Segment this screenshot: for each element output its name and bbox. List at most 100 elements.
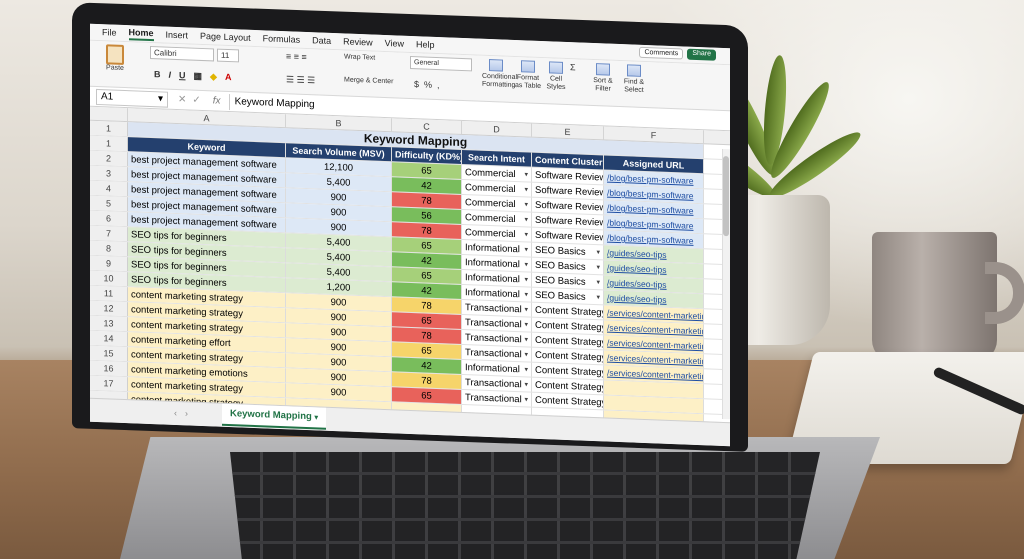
url-link[interactable]: /guides/seo-tips <box>607 247 667 260</box>
column-header-c[interactable]: C <box>392 118 462 134</box>
cluster-cell[interactable]: Content Strategy <box>532 347 604 365</box>
row-number[interactable]: 3 <box>90 165 128 182</box>
share-button[interactable]: Share <box>687 48 716 61</box>
fill-color-icon[interactable]: ◆ <box>210 71 217 82</box>
url-link[interactable]: /blog/best-pm-software <box>607 172 694 186</box>
cluster-cell[interactable]: Software Reviews <box>532 197 604 215</box>
column-header-e[interactable]: E <box>532 123 604 140</box>
cluster-cell[interactable]: SEO Basics <box>532 242 604 260</box>
row-number[interactable]: 15 <box>90 345 128 362</box>
cluster-cell[interactable]: SEO Basics <box>532 257 604 275</box>
font-name-select[interactable]: Calibri <box>150 46 214 62</box>
row-number[interactable]: 17 <box>90 375 128 392</box>
merge-center-button[interactable]: Merge & Center <box>344 76 394 86</box>
table-header-cell[interactable]: Search Intent <box>462 149 532 167</box>
sheet-tab-keyword-mapping[interactable]: Keyword Mapping ▾ <box>222 403 326 430</box>
comments-button[interactable]: Comments <box>639 46 684 60</box>
row-number[interactable]: 4 <box>90 180 128 197</box>
intent-cell[interactable]: Transactional <box>462 389 532 407</box>
url-link[interactable]: /services/content-marketing <box>607 337 704 352</box>
font-size-select[interactable]: 11 <box>217 48 239 63</box>
row-number[interactable]: 6 <box>90 210 128 227</box>
url-link[interactable]: /guides/seo-tips <box>607 277 667 290</box>
difficulty-cell[interactable]: 65 <box>392 312 462 329</box>
table-header-cell[interactable]: Content Cluster <box>532 152 604 170</box>
row-number[interactable]: 10 <box>90 270 128 287</box>
cluster-cell[interactable]: Content Strategy <box>532 302 604 320</box>
menu-item-file[interactable]: File <box>102 27 117 38</box>
difficulty-cell[interactable]: 42 <box>392 282 462 299</box>
intent-cell[interactable]: Informational <box>462 359 532 377</box>
menu-item-data[interactable]: Data <box>312 35 332 46</box>
align-left-icon[interactable]: ☰ ☰ ☰ <box>286 74 316 86</box>
paste-button[interactable]: Paste <box>100 44 130 72</box>
intent-cell[interactable]: Commercial <box>462 209 532 227</box>
difficulty-cell[interactable]: 78 <box>392 192 462 209</box>
menu-item-page-layout[interactable]: Page Layout <box>200 30 251 43</box>
intent-cell[interactable]: Transactional <box>462 314 532 332</box>
intent-cell[interactable]: Informational <box>462 254 532 272</box>
url-link[interactable]: /blog/best-pm-software <box>607 217 694 231</box>
comma-button[interactable]: , <box>437 80 440 91</box>
percent-button[interactable]: % <box>424 79 433 90</box>
row-number[interactable]: 1 <box>90 120 128 137</box>
cluster-cell[interactable]: Content Strategy <box>532 362 604 380</box>
bold-button[interactable]: B <box>154 69 161 80</box>
difficulty-cell[interactable]: 65 <box>392 237 462 254</box>
intent-cell[interactable]: Commercial <box>462 224 532 242</box>
url-link[interactable]: /services/content-marketing <box>607 367 704 382</box>
difficulty-cell[interactable]: 42 <box>392 177 462 194</box>
url-link[interactable]: /guides/seo-tips <box>607 292 667 305</box>
difficulty-cell[interactable]: 65 <box>392 342 462 359</box>
font-color-icon[interactable]: A <box>224 71 232 83</box>
cluster-cell[interactable]: Content Strategy <box>532 392 604 410</box>
menu-item-insert[interactable]: Insert <box>165 29 189 41</box>
formula-input[interactable]: Keyword Mapping <box>228 93 315 113</box>
difficulty-cell[interactable]: 42 <box>392 252 462 269</box>
difficulty-cell[interactable]: 78 <box>392 327 462 344</box>
scrollbar-thumb[interactable] <box>723 156 729 237</box>
intent-cell[interactable]: Informational <box>462 239 532 257</box>
column-header-d[interactable]: D <box>462 120 532 137</box>
row-number[interactable]: 12 <box>90 300 128 317</box>
menu-item-home[interactable]: Home <box>128 26 154 41</box>
intent-cell[interactable]: Informational <box>462 284 532 302</box>
difficulty-cell[interactable]: 65 <box>392 162 462 179</box>
cluster-cell[interactable]: Software Reviews <box>532 167 604 185</box>
chevron-right-icon[interactable]: › <box>185 408 188 419</box>
difficulty-cell[interactable]: 65 <box>392 267 462 284</box>
chevron-left-icon[interactable]: ‹ <box>174 407 177 419</box>
number-format-select[interactable]: General <box>410 56 472 72</box>
difficulty-cell[interactable]: 78 <box>392 372 462 389</box>
table-header-cell[interactable]: Difficulty (KD%) <box>392 147 462 164</box>
conditional-formatting-button[interactable]: Conditional Formatting <box>482 59 517 90</box>
menu-item-review[interactable]: Review <box>343 36 373 48</box>
cluster-cell[interactable]: SEO Basics <box>532 272 604 290</box>
menu-item-formulas[interactable]: Formulas <box>262 33 301 45</box>
format-as-table-button[interactable]: Format as Table <box>515 60 541 91</box>
row-number[interactable]: 9 <box>90 255 128 272</box>
intent-cell[interactable]: Commercial <box>462 164 532 182</box>
cluster-cell[interactable]: Content Strategy <box>532 332 604 350</box>
difficulty-cell[interactable]: 78 <box>392 297 462 314</box>
intent-cell[interactable]: Informational <box>462 269 532 287</box>
url-link[interactable]: /guides/seo-tips <box>607 262 667 275</box>
row-number[interactable]: 14 <box>90 330 128 347</box>
cancel-icon[interactable]: ✕ <box>178 94 187 106</box>
row-number[interactable]: 16 <box>90 360 128 377</box>
menu-item-help[interactable]: Help <box>416 39 435 50</box>
underline-button[interactable]: U <box>179 70 186 81</box>
name-box[interactable]: A1 ▾ <box>96 88 168 108</box>
borders-icon[interactable]: ▦ <box>193 70 203 82</box>
row-number[interactable]: 1 <box>90 135 128 152</box>
confirm-icon[interactable]: ✓ <box>192 94 201 106</box>
cluster-cell[interactable]: Software Reviews <box>532 227 604 245</box>
row-number[interactable]: 5 <box>90 195 128 212</box>
url-link[interactable]: /blog/best-pm-software <box>607 187 694 201</box>
row-number[interactable]: 8 <box>90 240 128 257</box>
autosum-button[interactable]: Σ <box>570 62 576 73</box>
url-link[interactable]: /services/content-marketing <box>607 307 704 322</box>
fx-icon[interactable]: fx <box>212 95 221 107</box>
intent-cell[interactable]: Transactional <box>462 374 532 392</box>
currency-button[interactable]: $ <box>414 79 420 90</box>
